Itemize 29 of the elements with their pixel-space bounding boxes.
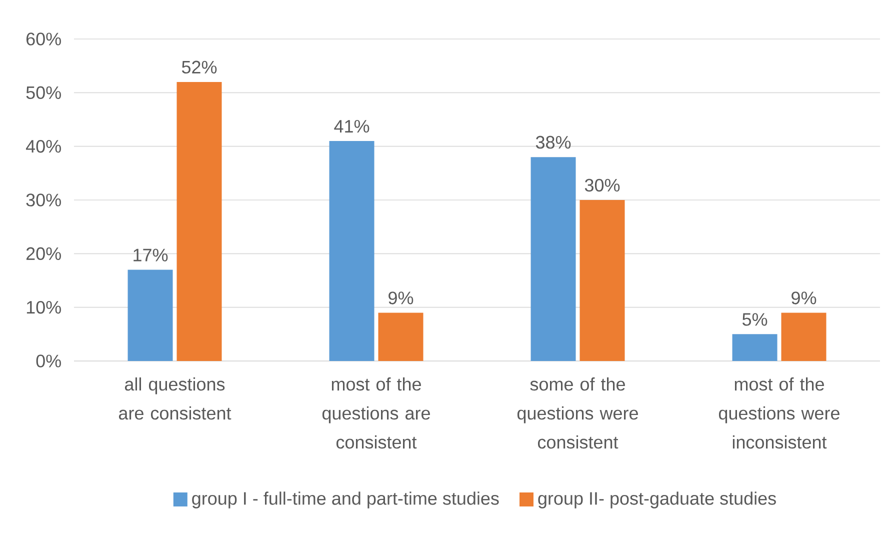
bar [378, 312, 424, 361]
bar [530, 157, 576, 361]
x-tick-label: most of the questions are consistent [322, 377, 430, 449]
legend-label: group II- post-gaduate studies [538, 492, 776, 508]
data-label: 17% [134, 248, 168, 262]
data-label: 9% [388, 292, 414, 304]
bar [781, 312, 826, 361]
data-label: 30% [584, 178, 620, 192]
y-tick-label: 10% [26, 300, 61, 314]
y-tick-label: 0% [36, 354, 61, 368]
bar [128, 270, 173, 361]
data-label: 9% [792, 292, 816, 304]
y-tick-label: 50% [26, 86, 61, 100]
y-tick-label: 60% [26, 32, 61, 46]
data-label: 38% [536, 136, 571, 149]
bar [329, 140, 374, 361]
y-tick-label: 20% [26, 247, 61, 260]
y-tick-label: 30% [26, 194, 61, 206]
legend-label: group I - full-time and part-time studies [192, 492, 499, 508]
data-label: 5% [742, 313, 768, 326]
x-tick-label: all questions are consistent [118, 377, 232, 420]
data-label: 52% [182, 60, 217, 74]
y-tick-label: 40% [26, 140, 61, 153]
x-tick-label: some of the questions were consistent [517, 377, 638, 449]
bar [580, 200, 625, 361]
data-label: 41% [334, 120, 370, 133]
bar [732, 334, 778, 361]
bar [176, 82, 222, 361]
x-tick-label: most of the questions were inconsistent [718, 377, 840, 449]
